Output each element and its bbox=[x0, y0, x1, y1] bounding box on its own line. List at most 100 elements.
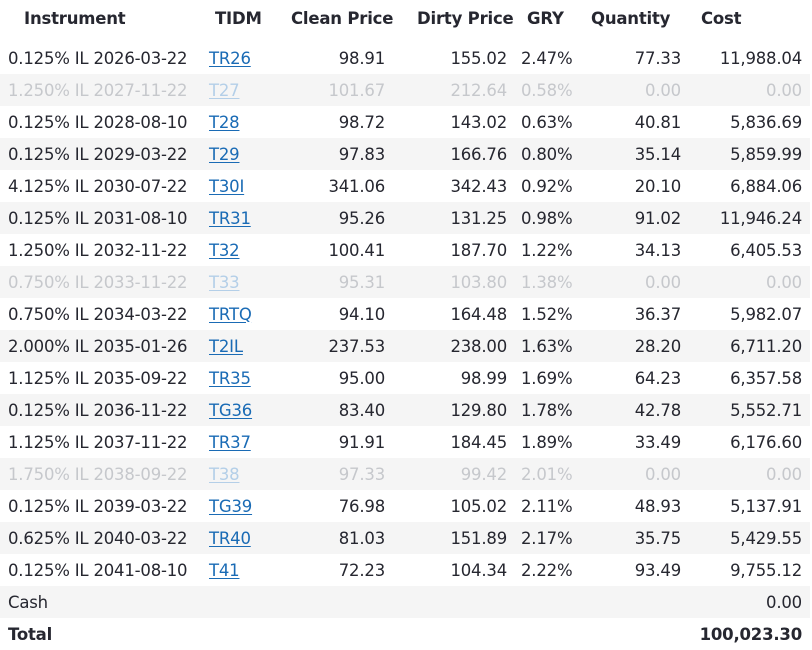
tidm-link[interactable]: TR26 bbox=[209, 48, 251, 68]
cell-dirty-price: 342.43 bbox=[450, 176, 507, 196]
cell-quantity: 36.37 bbox=[634, 304, 681, 324]
cell-clean-price: 98.91 bbox=[338, 48, 385, 68]
cell-gry: 2.11% bbox=[521, 496, 573, 516]
cell-quantity: 64.23 bbox=[634, 368, 681, 388]
cell-gry: 2.17% bbox=[515, 522, 579, 554]
table-row: 4.125% IL 2030-07-22 T30I 341.06 342.43 0.92… bbox=[0, 170, 810, 202]
cell-gry: 0.63% bbox=[521, 112, 573, 132]
cell-gry: 1.22% bbox=[521, 240, 573, 260]
cell-tidm: T29 bbox=[205, 138, 267, 170]
cell-tidm: T28 bbox=[205, 106, 267, 138]
tidm-link[interactable]: TG36 bbox=[209, 400, 253, 420]
header-dirty-price: Dirty Price bbox=[417, 8, 514, 28]
cell-dirty-price: 105.02 bbox=[450, 496, 507, 516]
cell-quantity: 0.00 bbox=[579, 266, 689, 298]
table-header-row: Instrument TIDM Clean Price Dirty Price … bbox=[0, 0, 810, 36]
table-row: 0.125% IL 2039-03-22 TG39 76.98 105.02 2.11%… bbox=[0, 490, 810, 522]
cell-clean-price: 72.23 bbox=[338, 560, 385, 580]
cell-cost: 6,176.60 bbox=[730, 432, 802, 452]
table-row: 0.125% IL 2029-03-22 T29 97.83 166.76 0.80% 3… bbox=[0, 138, 810, 170]
cell-gry: 0.80% bbox=[515, 138, 579, 170]
cell-dirty-price: 164.48 bbox=[450, 304, 507, 324]
total-label: Total bbox=[8, 624, 53, 644]
cell-gry: 0.58% bbox=[515, 74, 579, 106]
table-row: 0.125% IL 2041-08-10 T41 72.23 104.34 2.22% 9… bbox=[0, 554, 810, 586]
table-row: 1.750% IL 2038-09-22 T38 97.33 99.42 2.01% 0.… bbox=[0, 458, 810, 490]
header-tidm: TIDM bbox=[215, 8, 262, 28]
tidm-link[interactable]: T33 bbox=[209, 272, 240, 292]
tidm-link[interactable]: T38 bbox=[209, 464, 240, 484]
cell-dirty-price: 99.42 bbox=[393, 458, 515, 490]
cell-clean-price: 341.06 bbox=[328, 176, 385, 196]
tidm-link[interactable]: TRTQ bbox=[209, 304, 252, 324]
cell-dirty-price: 129.80 bbox=[393, 394, 515, 426]
cell-gry: 1.38% bbox=[515, 266, 579, 298]
tidm-link[interactable]: T27 bbox=[209, 80, 240, 100]
cell-instrument: 0.125% IL 2028-08-10 bbox=[8, 112, 188, 132]
tidm-link[interactable]: TR31 bbox=[209, 208, 251, 228]
cell-instrument: 1.125% IL 2037-11-22 bbox=[8, 432, 188, 452]
cell-dirty-price: 238.00 bbox=[393, 330, 515, 362]
tidm-link[interactable]: T41 bbox=[209, 560, 240, 580]
cell-cost: 6,884.06 bbox=[730, 176, 802, 196]
cell-clean-price: 237.53 bbox=[267, 330, 393, 362]
empty-cell bbox=[205, 586, 267, 618]
cell-instrument: 1.250% IL 2032-11-22 bbox=[8, 240, 188, 260]
cell-cost: 11,988.04 bbox=[719, 48, 802, 68]
tidm-link[interactable]: TG39 bbox=[209, 496, 253, 516]
empty-cell bbox=[205, 618, 267, 650]
cash-cost: 0.00 bbox=[689, 586, 810, 618]
table-row: 0.125% IL 2031-08-10 TR31 95.26 131.25 0.98%… bbox=[0, 202, 810, 234]
cell-tidm: T2IL bbox=[205, 330, 267, 362]
cell-cost: 5,859.99 bbox=[689, 138, 810, 170]
cell-tidm: TR35 bbox=[205, 362, 267, 394]
cell-quantity: 42.78 bbox=[579, 394, 689, 426]
tidm-link[interactable]: TR37 bbox=[209, 432, 251, 452]
cell-clean-price: 97.83 bbox=[267, 138, 393, 170]
table-row: 0.125% IL 2028-08-10 T28 98.72 143.02 0.63% 4… bbox=[0, 106, 810, 138]
cell-dirty-price: 187.70 bbox=[450, 240, 507, 260]
tidm-link[interactable]: TR40 bbox=[209, 528, 251, 548]
cell-clean-price: 94.10 bbox=[338, 304, 385, 324]
cell-quantity: 28.20 bbox=[579, 330, 689, 362]
tidm-link[interactable]: T2IL bbox=[209, 336, 243, 356]
tidm-link[interactable]: T32 bbox=[209, 240, 240, 260]
cell-gry: 2.01% bbox=[515, 458, 579, 490]
cell-quantity: 0.00 bbox=[579, 74, 689, 106]
cell-instrument: 0.125% IL 2039-03-22 bbox=[8, 496, 188, 516]
cell-instrument: 0.125% IL 2031-08-10 bbox=[0, 202, 205, 234]
cell-clean-price: 95.00 bbox=[338, 368, 385, 388]
tidm-link[interactable]: TR35 bbox=[209, 368, 251, 388]
cell-tidm: TRTQ bbox=[205, 298, 267, 330]
empty-cell bbox=[579, 618, 689, 650]
cell-cost: 0.00 bbox=[689, 266, 810, 298]
total-row: Total 100,023.30 bbox=[0, 618, 810, 650]
cell-tidm: TR40 bbox=[205, 522, 267, 554]
cell-cost: 0.00 bbox=[689, 458, 810, 490]
cell-instrument: 0.125% IL 2036-11-22 bbox=[0, 394, 205, 426]
cell-instrument: 0.125% IL 2041-08-10 bbox=[8, 560, 188, 580]
empty-cell bbox=[393, 618, 515, 650]
empty-cell bbox=[267, 586, 393, 618]
cell-quantity: 33.49 bbox=[634, 432, 681, 452]
tidm-link[interactable]: T30I bbox=[209, 176, 245, 196]
cell-tidm: TR31 bbox=[205, 202, 267, 234]
cell-clean-price: 101.67 bbox=[267, 74, 393, 106]
table-row: 0.750% IL 2034-03-22 TRTQ 94.10 164.48 1.52%… bbox=[0, 298, 810, 330]
cell-cost: 0.00 bbox=[689, 74, 810, 106]
table-row: 1.125% IL 2037-11-22 TR37 91.91 184.45 1.89%… bbox=[0, 426, 810, 458]
cell-quantity: 93.49 bbox=[634, 560, 681, 580]
cell-clean-price: 95.26 bbox=[267, 202, 393, 234]
table-row: 0.125% IL 2026-03-22 TR26 98.91 155.02 2.47%… bbox=[0, 36, 810, 74]
tidm-link[interactable]: T28 bbox=[209, 112, 240, 132]
cell-quantity: 35.14 bbox=[579, 138, 689, 170]
cell-gry: 1.78% bbox=[515, 394, 579, 426]
cell-cost: 11,946.24 bbox=[689, 202, 810, 234]
table-row: 1.250% IL 2027-11-22 T27 101.67 212.64 0.58%… bbox=[0, 74, 810, 106]
cell-quantity: 91.02 bbox=[579, 202, 689, 234]
tidm-link[interactable]: T29 bbox=[209, 144, 240, 164]
cell-gry: 1.69% bbox=[521, 368, 573, 388]
cell-instrument: 1.125% IL 2035-09-22 bbox=[8, 368, 188, 388]
